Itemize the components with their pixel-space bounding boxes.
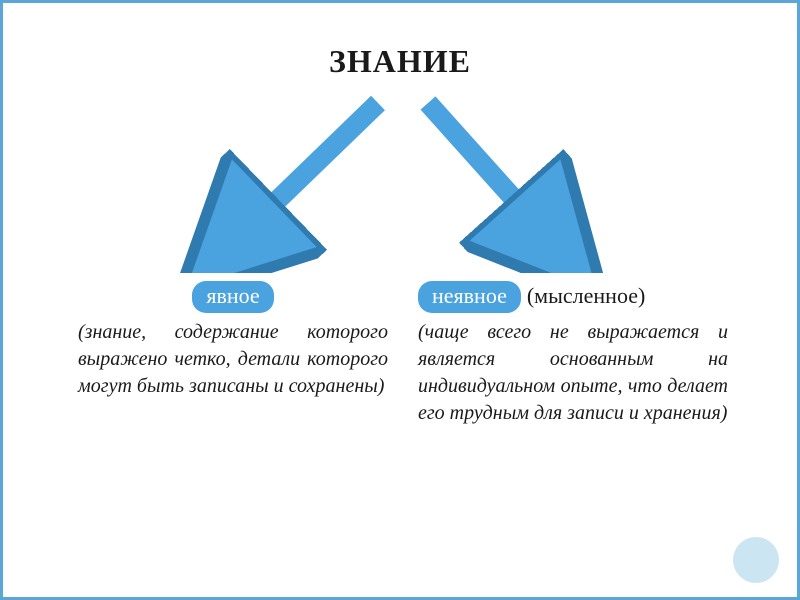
implicit-pill: неявное	[418, 281, 521, 313]
branch-implicit-heading: неявное(мысленное)	[418, 281, 728, 313]
branch-explicit-heading: явное	[78, 281, 388, 313]
explicit-pill: явное	[192, 281, 273, 313]
arrow-right	[428, 103, 558, 248]
slide-number-badge	[733, 537, 779, 583]
branch-explicit: явное (знание, содержание которого выраж…	[78, 281, 388, 400]
branch-implicit: неявное(мысленное) (чаще всего не выража…	[418, 281, 728, 427]
arrows-layer	[3, 93, 797, 273]
implicit-extra: (мысленное)	[527, 283, 645, 308]
implicit-description: (чаще всего не выражается и является осн…	[418, 319, 728, 427]
diagram-title: ЗНАНИЕ	[3, 43, 797, 80]
arrow-left	[228, 103, 378, 248]
explicit-description: (знание, содержание которого выражено че…	[78, 319, 388, 400]
slide-frame: ЗНАНИЕ явное (знание, содержание которог…	[0, 0, 800, 600]
